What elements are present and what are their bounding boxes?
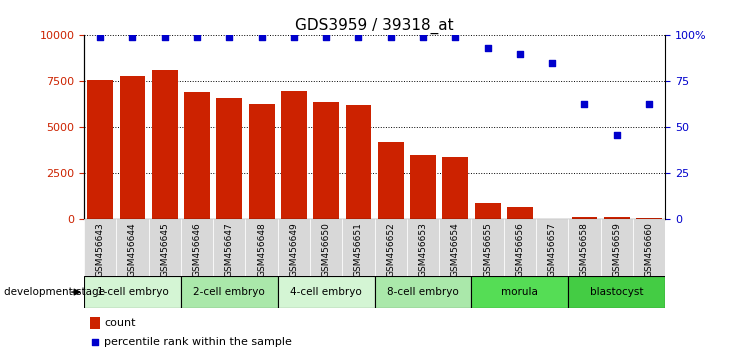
Bar <box>442 157 469 219</box>
Point <box>126 34 138 40</box>
Bar <box>249 103 275 219</box>
Bar <box>213 219 246 276</box>
Bar <box>471 276 569 308</box>
Bar <box>474 203 501 219</box>
Text: GSM456648: GSM456648 <box>257 222 266 277</box>
Point <box>256 34 268 40</box>
Bar <box>84 276 181 308</box>
Point <box>611 132 623 138</box>
Point <box>417 34 429 40</box>
Text: GSM456656: GSM456656 <box>515 222 524 277</box>
Title: GDS3959 / 39318_at: GDS3959 / 39318_at <box>295 18 454 34</box>
Bar <box>636 218 662 219</box>
Bar <box>90 317 100 329</box>
Text: GSM456653: GSM456653 <box>419 222 428 277</box>
Bar <box>152 70 178 219</box>
Bar <box>87 80 113 219</box>
Bar <box>84 219 116 276</box>
Text: blastocyst: blastocyst <box>590 287 643 297</box>
Text: 8-cell embryo: 8-cell embryo <box>387 287 459 297</box>
Bar <box>439 219 471 276</box>
Bar <box>181 276 278 308</box>
Point <box>320 34 332 40</box>
Bar <box>536 219 569 276</box>
Bar <box>184 92 210 219</box>
Bar <box>314 102 339 219</box>
Text: development stage: development stage <box>4 287 105 297</box>
Text: GSM456651: GSM456651 <box>354 222 363 277</box>
Bar <box>181 219 213 276</box>
Text: morula: morula <box>501 287 538 297</box>
Point <box>546 60 558 66</box>
Bar <box>310 219 342 276</box>
Bar <box>604 217 629 219</box>
Text: GSM456647: GSM456647 <box>225 222 234 277</box>
Text: GSM456646: GSM456646 <box>192 222 202 277</box>
Text: GSM456649: GSM456649 <box>289 222 298 277</box>
Point <box>482 45 493 51</box>
Bar <box>471 219 504 276</box>
Bar <box>410 155 436 219</box>
Text: GSM456658: GSM456658 <box>580 222 589 277</box>
Point <box>224 34 235 40</box>
Bar <box>246 219 278 276</box>
Point <box>450 34 461 40</box>
Bar <box>539 218 565 219</box>
Text: GSM456660: GSM456660 <box>645 222 654 277</box>
Bar <box>569 276 665 308</box>
Bar <box>407 219 439 276</box>
Text: 1-cell embryo: 1-cell embryo <box>96 287 168 297</box>
Text: GSM456650: GSM456650 <box>322 222 330 277</box>
Bar <box>342 219 374 276</box>
Text: GSM456657: GSM456657 <box>548 222 557 277</box>
Bar <box>504 219 536 276</box>
Bar <box>507 207 533 219</box>
Bar <box>278 219 310 276</box>
Bar <box>569 219 601 276</box>
Bar <box>374 276 471 308</box>
Point <box>643 101 655 106</box>
Bar <box>281 91 307 219</box>
Bar <box>346 105 371 219</box>
Text: GSM456643: GSM456643 <box>96 222 105 277</box>
Bar <box>601 219 633 276</box>
Text: GSM456652: GSM456652 <box>386 222 395 277</box>
Bar <box>378 142 404 219</box>
Text: GSM456654: GSM456654 <box>451 222 460 277</box>
Point <box>514 51 526 57</box>
Point <box>94 34 106 40</box>
Text: GSM456655: GSM456655 <box>483 222 492 277</box>
Text: percentile rank within the sample: percentile rank within the sample <box>105 337 292 347</box>
Bar <box>374 219 407 276</box>
Bar <box>278 276 374 308</box>
Text: GSM456659: GSM456659 <box>613 222 621 277</box>
Text: GSM456644: GSM456644 <box>128 222 137 277</box>
Point <box>159 34 170 40</box>
Bar <box>116 219 148 276</box>
Text: 2-cell embryo: 2-cell embryo <box>194 287 265 297</box>
Point <box>288 34 300 40</box>
Bar <box>216 98 242 219</box>
Text: count: count <box>105 318 136 328</box>
Bar <box>120 76 145 219</box>
Text: GSM456645: GSM456645 <box>160 222 170 277</box>
Bar <box>633 219 665 276</box>
Point <box>385 34 397 40</box>
Bar <box>148 219 181 276</box>
Point <box>89 339 101 345</box>
Point <box>579 101 591 106</box>
Point <box>192 34 203 40</box>
Bar <box>572 217 597 219</box>
Text: 4-cell embryo: 4-cell embryo <box>290 287 362 297</box>
Point <box>352 34 364 40</box>
